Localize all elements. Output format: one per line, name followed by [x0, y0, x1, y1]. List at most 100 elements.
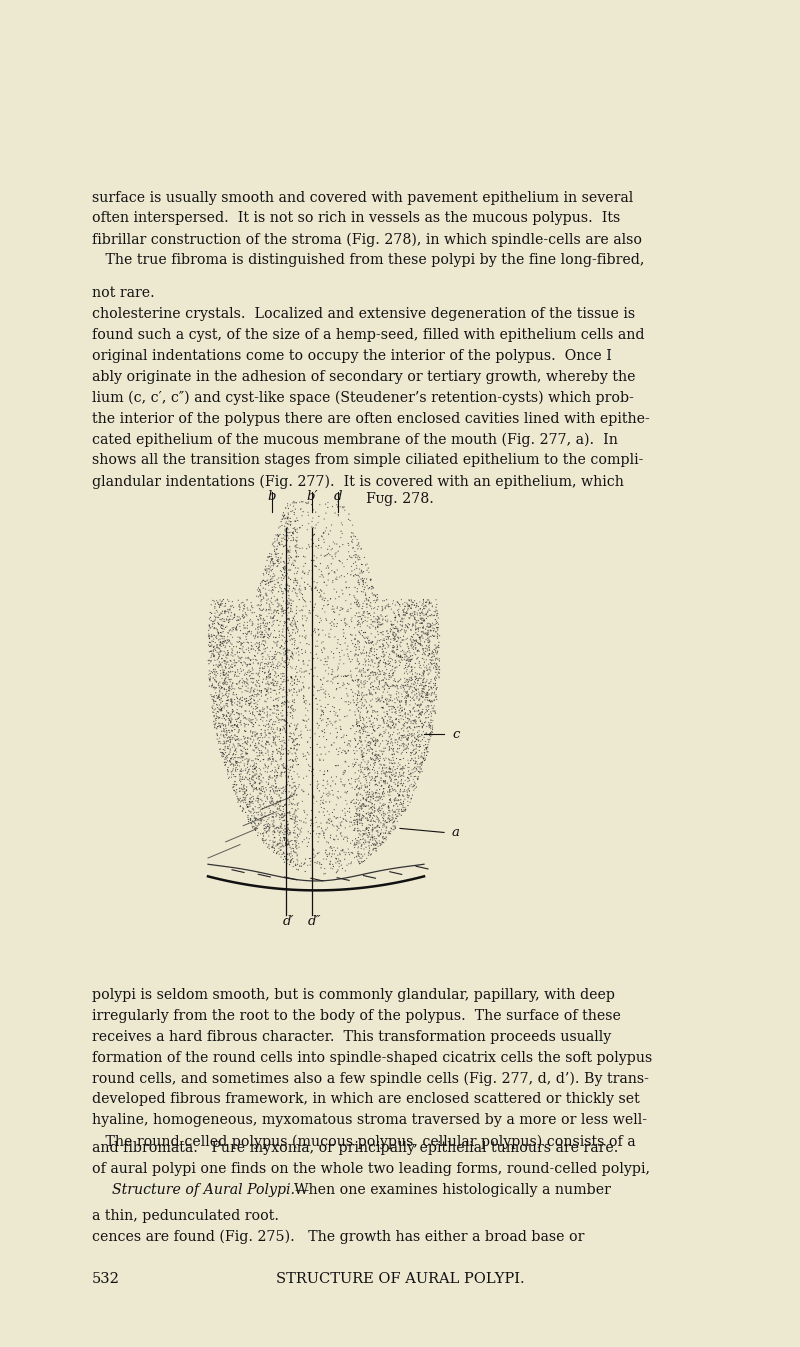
Point: [298, 665, 311, 687]
Point: [332, 585, 345, 606]
Point: [237, 718, 250, 740]
Point: [264, 525, 277, 547]
Point: [331, 474, 344, 496]
Point: [365, 577, 378, 598]
Point: [230, 632, 243, 653]
Point: [380, 667, 393, 688]
Point: [277, 529, 290, 551]
Point: [269, 783, 282, 804]
Point: [299, 698, 312, 719]
Point: [256, 653, 269, 675]
Point: [310, 824, 322, 846]
Point: [397, 651, 410, 672]
Point: [235, 579, 248, 601]
Point: [299, 773, 312, 795]
Point: [366, 750, 378, 772]
Point: [351, 695, 364, 717]
Point: [330, 465, 343, 486]
Point: [396, 601, 409, 622]
Point: [350, 527, 362, 548]
Point: [367, 649, 380, 671]
Point: [408, 695, 421, 717]
Point: [296, 742, 309, 764]
Point: [272, 585, 285, 606]
Point: [253, 719, 266, 741]
Point: [352, 756, 365, 777]
Point: [250, 651, 263, 672]
Point: [294, 750, 306, 772]
Point: [238, 613, 250, 634]
Point: [412, 686, 425, 707]
Point: [228, 722, 241, 744]
Point: [357, 609, 370, 630]
Point: [365, 490, 378, 512]
Point: [366, 630, 378, 652]
Point: [289, 806, 302, 827]
Point: [393, 675, 406, 696]
Point: [391, 636, 404, 657]
Point: [216, 634, 229, 656]
Point: [284, 603, 297, 625]
Point: [404, 620, 417, 641]
Point: [261, 621, 274, 643]
Point: [372, 525, 385, 547]
Point: [271, 609, 284, 630]
Point: [290, 834, 302, 855]
Point: [238, 711, 250, 733]
Point: [262, 779, 274, 800]
Point: [258, 493, 270, 515]
Point: [346, 572, 359, 594]
Point: [234, 562, 247, 583]
Point: [386, 702, 399, 723]
Point: [233, 548, 246, 570]
Point: [251, 703, 264, 725]
Point: [258, 709, 270, 730]
Point: [403, 546, 416, 567]
Point: [343, 509, 356, 531]
Point: [265, 564, 278, 586]
Point: [282, 567, 294, 589]
Point: [217, 582, 230, 603]
Point: [406, 601, 419, 622]
Point: [392, 554, 405, 575]
Point: [282, 785, 295, 807]
Point: [323, 535, 336, 556]
Point: [344, 665, 357, 687]
Point: [224, 574, 237, 595]
Point: [230, 617, 242, 638]
Point: [288, 823, 301, 845]
Point: [373, 554, 386, 575]
Point: [390, 721, 402, 742]
Point: [404, 575, 417, 597]
Point: [408, 725, 421, 746]
Point: [415, 567, 428, 589]
Point: [377, 727, 390, 749]
Point: [268, 725, 281, 746]
Point: [282, 523, 294, 544]
Point: [352, 733, 365, 754]
Point: [343, 524, 356, 546]
Point: [285, 624, 298, 645]
Text: cated epithelium of the mucous membrane of the mouth (Fig. 277, a).  In: cated epithelium of the mucous membrane …: [92, 432, 618, 447]
Point: [238, 597, 251, 618]
Point: [248, 513, 261, 535]
Point: [226, 610, 239, 632]
Point: [230, 652, 243, 674]
Point: [225, 636, 238, 657]
Point: [390, 563, 402, 585]
Point: [364, 540, 377, 562]
Point: [254, 753, 267, 775]
Point: [398, 593, 411, 614]
Point: [254, 543, 266, 564]
Point: [364, 686, 377, 707]
Point: [220, 621, 233, 643]
Point: [240, 634, 253, 656]
Point: [287, 835, 300, 857]
Point: [364, 511, 377, 532]
Point: [366, 612, 378, 633]
Point: [255, 645, 268, 667]
Point: [396, 717, 409, 738]
Point: [380, 684, 393, 706]
Point: [396, 718, 409, 740]
Point: [234, 616, 247, 637]
